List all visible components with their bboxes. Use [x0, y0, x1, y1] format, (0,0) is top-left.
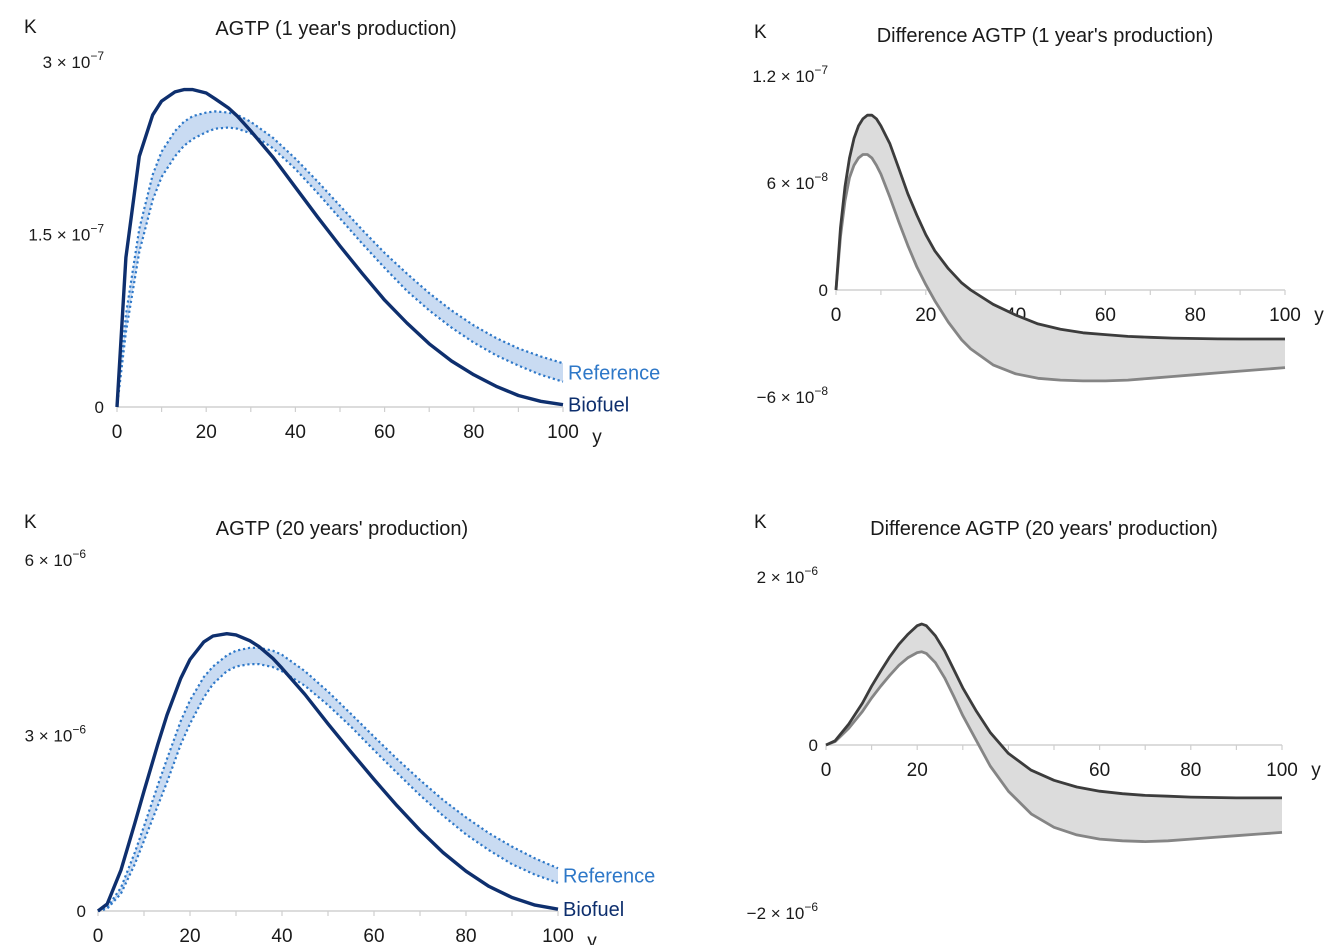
- reference-lower-line: [115, 126, 564, 408]
- panel-p1: AGTP (1 year's production)K3 × 10−71.5 ×…: [24, 17, 660, 448]
- chart-title: AGTP (1 year's production): [215, 18, 456, 40]
- x-tick-label: 60: [374, 422, 395, 443]
- y-tick-label: −2 × 10−6: [747, 900, 819, 923]
- series-label-biofuel: Biofuel: [568, 395, 629, 417]
- series-label-reference: Reference: [568, 363, 660, 385]
- y-tick-mantissa: 0: [77, 902, 86, 921]
- y-axis-unit-label: K: [754, 22, 767, 43]
- y-tick-mantissa: 2 × 10: [757, 568, 805, 587]
- x-axis-unit-label: y: [592, 427, 602, 448]
- chart-title: AGTP (20 years' production): [216, 518, 468, 540]
- x-axis-unit-label: y: [587, 931, 597, 945]
- difference-band-fill: [826, 624, 1282, 842]
- reference-upper-line: [115, 110, 564, 408]
- panel-p4: Difference AGTP (20 years' production) K 2…: [747, 512, 1322, 923]
- y-tick-mantissa: −6 × 10: [757, 388, 815, 407]
- difference-upper-line: [834, 113, 1285, 341]
- biofuel-line: [96, 632, 559, 913]
- x-tick-label: 80: [455, 926, 476, 945]
- x-tick-label: 60: [1095, 305, 1116, 326]
- y-tick-mantissa: 3 × 10: [25, 727, 73, 746]
- x-tick-label: 0: [821, 760, 832, 781]
- y-tick-exponent: −7: [814, 63, 828, 77]
- x-tick-label: 20: [179, 926, 200, 945]
- y-tick-label: −6 × 10−8: [757, 384, 829, 407]
- difference-band-fill: [836, 115, 1285, 381]
- x-axis-unit-label: y: [1311, 760, 1321, 781]
- y-tick-label: 0: [809, 736, 818, 755]
- x-tick-label: 40: [285, 422, 306, 443]
- x-tick-label: 80: [1185, 305, 1206, 326]
- y-tick-mantissa: 0: [819, 281, 828, 300]
- y-tick-exponent: −6: [72, 723, 86, 737]
- y-tick-exponent: −7: [90, 49, 104, 63]
- reference-band-fill: [117, 111, 563, 408]
- x-tick-label: 100: [542, 926, 574, 945]
- y-tick-exponent: −8: [814, 170, 828, 184]
- x-tick-label: 40: [271, 926, 292, 945]
- x-axis-unit-label: y: [1314, 305, 1324, 326]
- x-tick-label: 100: [1269, 305, 1301, 326]
- x-tick-label: 80: [1180, 760, 1201, 781]
- y-tick-mantissa: 0: [809, 736, 818, 755]
- difference-upper-line: [825, 622, 1282, 800]
- series-label-reference: Reference: [563, 866, 655, 888]
- y-axis-unit-label: K: [24, 512, 37, 533]
- y-tick-exponent: −8: [814, 384, 828, 398]
- y-tick-mantissa: −2 × 10: [747, 904, 805, 923]
- difference-lower-line: [834, 153, 1286, 383]
- y-tick-label: 6 × 10−6: [25, 547, 87, 570]
- y-tick-label: 0: [77, 902, 86, 921]
- y-tick-label: 1.5 × 10−7: [28, 222, 104, 245]
- y-tick-exponent: −6: [72, 547, 86, 561]
- y-tick-label: 3 × 10−6: [25, 723, 87, 746]
- panel-p3: AGTP (20 years' production)K6 × 10−63 × …: [24, 512, 655, 945]
- y-tick-label: 2 × 10−6: [757, 564, 819, 587]
- biofuel-line: [115, 87, 564, 408]
- y-axis-unit-label: K: [24, 17, 37, 38]
- x-tick-label: 20: [196, 422, 217, 443]
- y-tick-label: 3 × 10−7: [43, 49, 105, 72]
- x-tick-label: 100: [547, 422, 579, 443]
- difference-lower-line: [825, 650, 1283, 843]
- chart-title: Difference AGTP (20 years' production): [870, 518, 1218, 540]
- x-tick-label: 20: [915, 305, 936, 326]
- y-tick-label: 6 × 10−8: [767, 170, 829, 193]
- x-tick-label: 60: [363, 926, 384, 945]
- y-tick-mantissa: 6 × 10: [767, 174, 815, 193]
- x-tick-label: 0: [93, 926, 104, 945]
- x-tick-label: 0: [831, 305, 842, 326]
- y-tick-mantissa: 0: [95, 398, 104, 417]
- chart-title: Difference AGTP (1 year's production): [877, 25, 1214, 47]
- x-tick-label: 60: [1089, 760, 1110, 781]
- x-tick-label: 80: [463, 422, 484, 443]
- y-tick-exponent: −6: [804, 564, 818, 578]
- y-tick-label: 0: [819, 281, 828, 300]
- x-tick-label: 0: [112, 422, 123, 443]
- y-tick-mantissa: 1.5 × 10: [28, 226, 90, 245]
- x-tick-label: 100: [1266, 760, 1298, 781]
- y-axis-unit-label: K: [754, 512, 767, 533]
- y-tick-label: 1.2 × 10−7: [752, 63, 828, 86]
- y-tick-exponent: −6: [804, 900, 818, 914]
- panel-p2: Difference AGTP (1 year's production) K 1.…: [752, 22, 1324, 407]
- reference-lower-line: [97, 663, 559, 913]
- y-tick-exponent: −7: [90, 222, 104, 236]
- y-tick-mantissa: 3 × 10: [43, 53, 91, 72]
- y-tick-label: 0: [95, 398, 104, 417]
- series-label-biofuel: Biofuel: [563, 899, 624, 921]
- y-tick-mantissa: 1.2 × 10: [752, 67, 814, 86]
- y-tick-mantissa: 6 × 10: [25, 551, 73, 570]
- reference-band-fill: [98, 647, 558, 911]
- x-tick-label: 20: [907, 760, 928, 781]
